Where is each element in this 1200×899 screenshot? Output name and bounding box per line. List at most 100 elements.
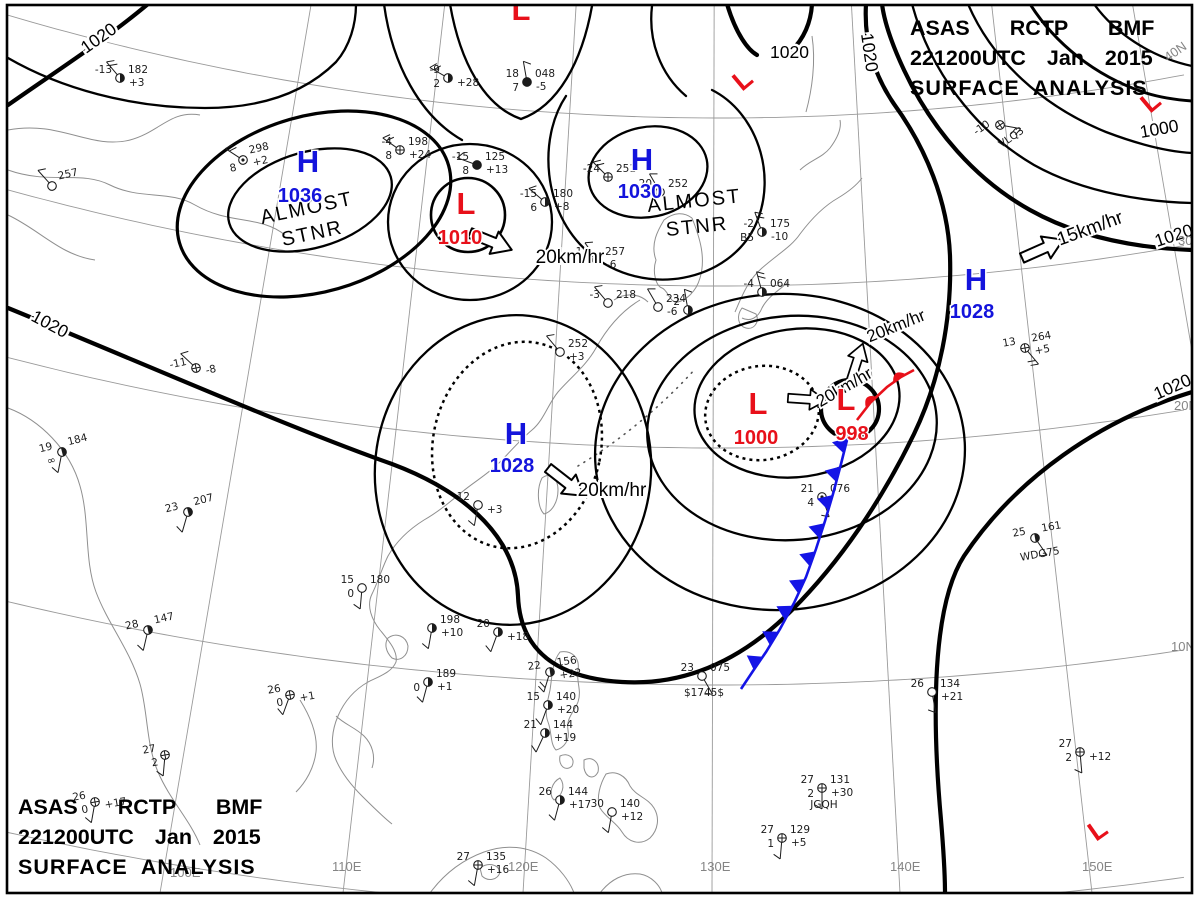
cold-front-triangle <box>776 605 793 620</box>
pressure-center-letter: L <box>749 386 768 421</box>
title-line-datetime: 221200UTC Jan 2015 <box>910 46 1153 70</box>
wind-barb-feather <box>546 334 555 337</box>
station-tendency: +19 <box>554 732 576 744</box>
wind-barb <box>427 632 432 649</box>
station-temp: -9 <box>430 64 440 76</box>
station-pressure: 298 <box>248 140 270 156</box>
station-temp: 26 <box>911 678 925 690</box>
wind-barb <box>540 708 547 725</box>
station-plot: 13 264+5 <box>1002 329 1053 366</box>
coastline <box>385 634 409 660</box>
station-temp: 28 <box>124 618 140 633</box>
station-temp: 13 <box>1002 336 1017 350</box>
coastline <box>331 299 641 825</box>
isobar <box>1028 5 1192 103</box>
isobar <box>1093 5 1192 68</box>
coastline <box>7 113 201 143</box>
station-circle-dot <box>241 158 245 162</box>
station-pressure: 075 <box>710 662 730 674</box>
station-plot: -20 252 <box>635 173 688 197</box>
wind-barb <box>162 759 166 776</box>
wind-barb-feather <box>51 466 59 473</box>
station-pressure: 218 <box>616 289 636 301</box>
station-temp: 18 <box>506 68 519 80</box>
station-circle-half <box>428 677 433 687</box>
isobar <box>725 5 760 58</box>
meridian-line <box>851 5 901 893</box>
station-pressure: 189 <box>436 668 456 680</box>
station-plot: -9 +28 2 <box>430 63 479 90</box>
wind-barb-feather <box>593 159 602 163</box>
latitude-line <box>7 14 1185 119</box>
isobar-value-label: 1020 <box>857 32 882 74</box>
wind-barb-feather <box>433 65 442 71</box>
isobar <box>7 5 953 685</box>
station-pressure: 198 <box>440 614 460 626</box>
wind-barb <box>754 212 761 229</box>
station-plot: 2 <box>673 288 693 315</box>
movement-arrow <box>846 342 869 383</box>
station-circle-half <box>762 287 767 297</box>
coastline <box>295 699 317 793</box>
station-temp: 27 <box>457 851 470 863</box>
station-temp: 30 <box>591 798 604 810</box>
station-tendency: -6 <box>667 306 678 318</box>
cold-front-triangle <box>817 495 833 511</box>
wind-barb <box>1004 125 1021 130</box>
wind-barb-feather <box>523 60 532 65</box>
isobar-ring <box>693 327 901 479</box>
coastline <box>653 213 703 303</box>
station-temp: 12 <box>457 491 470 503</box>
wind-barb <box>932 696 937 713</box>
station-temp: 23 <box>164 500 180 515</box>
station-circle-half <box>432 623 437 633</box>
station-weather: 0 <box>276 696 285 709</box>
station-temp: -20 <box>635 178 652 190</box>
wind-barb-feather <box>596 162 605 166</box>
station-circle-bar <box>1023 343 1027 353</box>
coastline <box>429 846 575 893</box>
station-plot: 23 075 $1745$ <box>681 662 730 699</box>
station-plot: -15 125+13 8 <box>452 151 508 177</box>
station-pressure: 264 <box>1030 329 1052 344</box>
longitude-label: 130E <box>700 859 731 874</box>
station-weather: 7 <box>512 82 519 94</box>
station-plot: 27 129+5 1 <box>761 824 810 860</box>
station-plot: 15 180 0 <box>341 574 390 610</box>
station-plot: 234-6 <box>647 288 686 318</box>
station-pressure: 147 <box>153 610 175 626</box>
station-temp: -11 <box>168 356 187 371</box>
station-circle-half <box>448 73 453 83</box>
station-id: JGQH <box>809 799 837 811</box>
station-plot: 28 147 <box>124 610 175 651</box>
wind-barb <box>649 173 659 189</box>
latitude-line <box>7 189 1185 287</box>
station-temp: 26 <box>72 790 88 804</box>
cold-front-triangle <box>799 551 816 567</box>
station-tendency: +22 <box>559 667 583 682</box>
station-circle-half <box>545 197 550 207</box>
title-line-product: ASAS RCTP BMF <box>18 795 263 819</box>
station-plot: 21 144+19 <box>524 719 576 753</box>
low-center-mark: L <box>727 63 759 97</box>
meridian-line <box>159 5 312 893</box>
station-plot: -15 180+8 6 <box>520 185 573 214</box>
pressure-center-letter: H <box>505 416 527 451</box>
wind-barb <box>382 137 397 148</box>
pressure-center-l: L <box>510 5 532 29</box>
coastline <box>597 772 658 843</box>
station-tendency: +10 <box>441 627 463 639</box>
wind-barb <box>554 804 560 821</box>
station-weather: 0 <box>347 588 354 600</box>
pressure-center-h-1036: H 1036 <box>276 143 324 209</box>
pressure-center-value: 1028 <box>950 301 995 323</box>
station-plot: -11 -8 <box>168 350 217 377</box>
station-circle-half <box>60 447 67 457</box>
meridian-line <box>522 5 577 893</box>
wind-barb-feather <box>353 603 361 610</box>
station-plot: 26 +1 0 <box>267 683 316 716</box>
coastline <box>559 754 574 769</box>
station-tendency: +3 <box>487 504 502 516</box>
